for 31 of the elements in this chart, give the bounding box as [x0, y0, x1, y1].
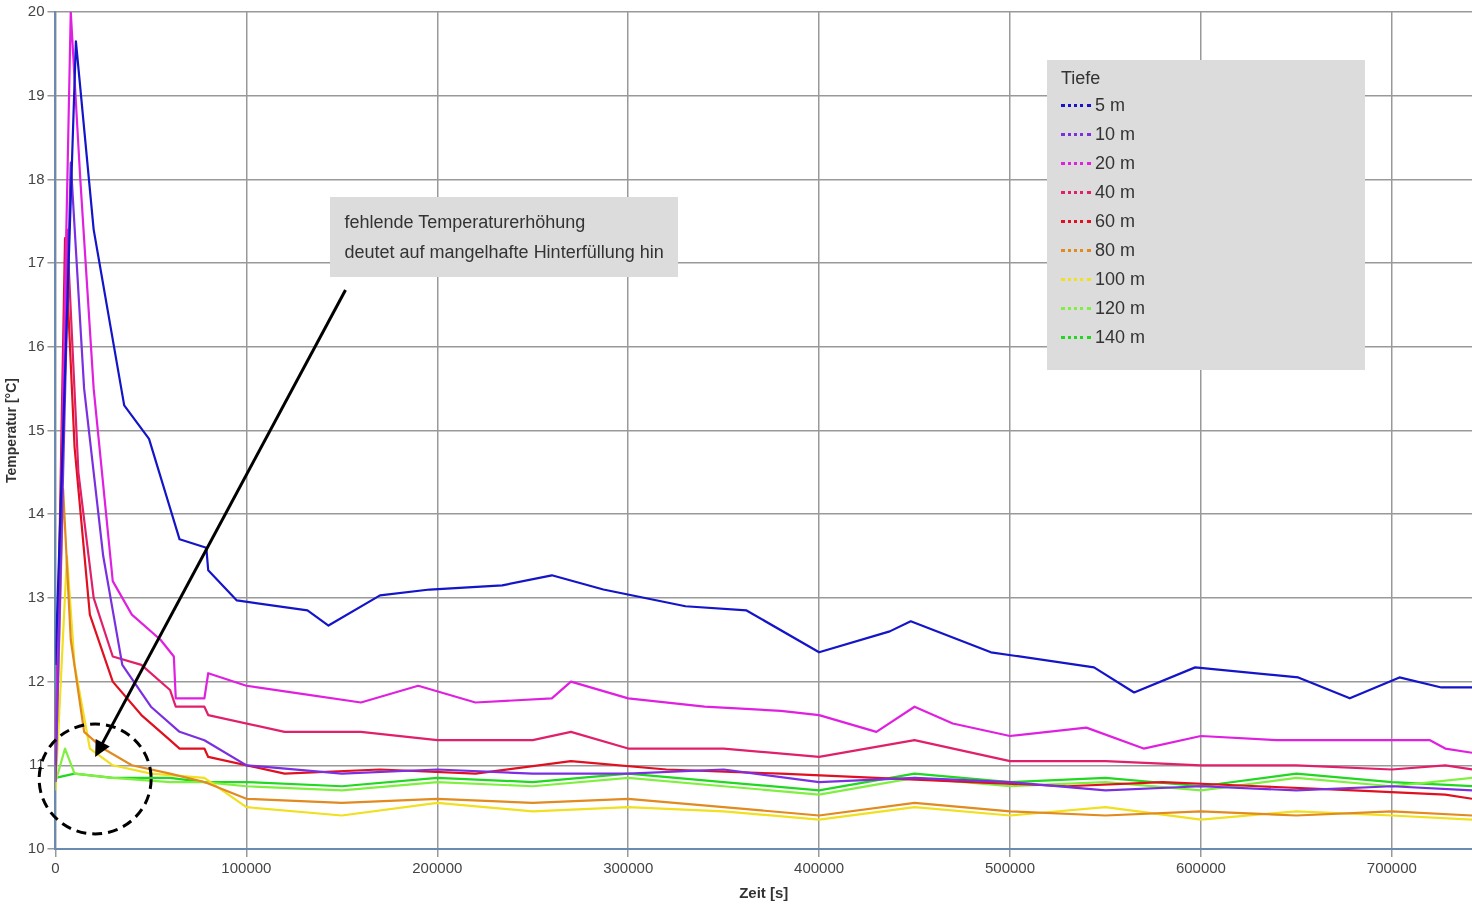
legend-label: 80 m: [1095, 240, 1136, 261]
x-tick-label: 500000: [984, 859, 1036, 877]
y-tick-label: 15: [27, 420, 45, 438]
y-tick-label: 19: [27, 85, 45, 103]
x-tick-label: 300000: [603, 859, 654, 877]
y-tick-label: 10: [27, 839, 45, 857]
x-axis-title: Zeit [s]: [739, 884, 789, 902]
y-tick-label: 16: [27, 336, 45, 354]
x-tick-label: 0: [51, 859, 60, 877]
legend-label: 10 m: [1095, 124, 1136, 145]
legend-label: 120 m: [1095, 298, 1146, 319]
y-tick-label: 20: [27, 2, 45, 20]
x-tick-label: 400000: [794, 859, 845, 877]
x-tick-label: 700000: [1366, 859, 1417, 877]
y-tick-label: 12: [27, 671, 45, 689]
annotation: fehlende Temperaturerhöhung deutet auf mangelhafte Hinterfüllung hin: [330, 197, 678, 277]
y-tick-label: 17: [27, 253, 45, 271]
y-tick-label: 13: [27, 588, 45, 606]
y-tick-label: 14: [27, 504, 45, 522]
x-tick-label: 600000: [1175, 859, 1226, 877]
legend-label: 140 m: [1095, 327, 1146, 348]
x-tick-label: 100000: [221, 859, 272, 877]
legend-label: 100 m: [1095, 269, 1146, 290]
legend-title: Tiefe: [1061, 68, 1102, 89]
y-tick-label: 18: [27, 169, 45, 187]
legend-label: 60 m: [1095, 211, 1136, 232]
x-tick-label: 200000: [412, 859, 463, 877]
legend-label: 5 m: [1095, 95, 1126, 116]
legend-label: 20 m: [1095, 153, 1136, 174]
y-axis-title: Temperatur [°C]: [3, 378, 20, 483]
legend-label: 40 m: [1095, 182, 1136, 203]
